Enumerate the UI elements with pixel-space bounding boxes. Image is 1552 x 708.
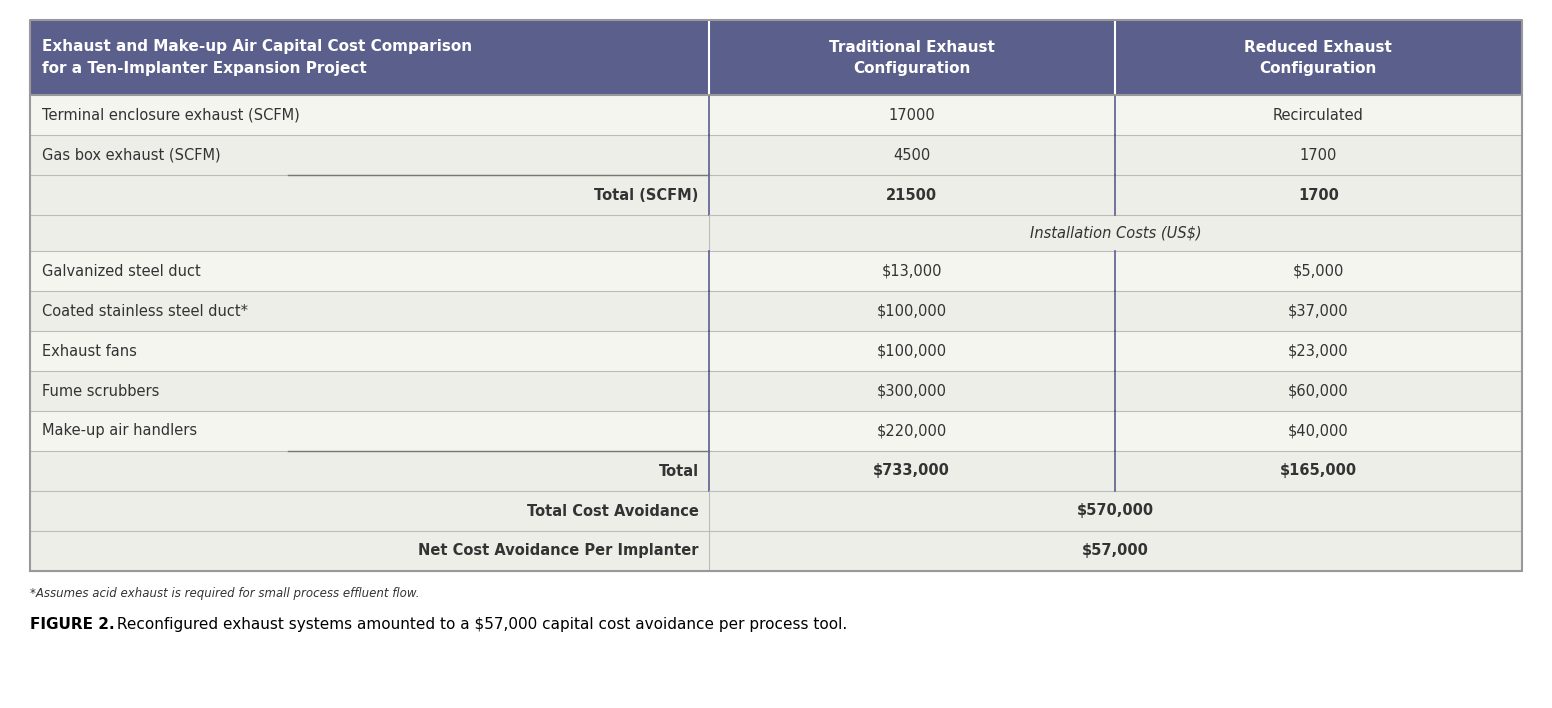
Text: $570,000: $570,000 [1077,503,1155,518]
Text: Fume scrubbers: Fume scrubbers [42,384,160,399]
Text: FIGURE 2.: FIGURE 2. [29,617,115,632]
Text: Make-up air handlers: Make-up air handlers [42,423,197,438]
Text: $23,000: $23,000 [1288,343,1349,358]
Bar [29,531,1523,571]
Bar [29,491,1523,531]
Text: $165,000: $165,000 [1280,464,1356,479]
Bar [29,291,1523,331]
Bar [29,215,1523,251]
Text: Terminal enclosure exhaust (SCFM): Terminal enclosure exhaust (SCFM) [42,108,300,122]
Text: $57,000: $57,000 [1082,544,1148,559]
Bar [29,371,1523,411]
Text: $60,000: $60,000 [1288,384,1349,399]
Text: Recirculated: Recirculated [1273,108,1364,122]
Text: $100,000: $100,000 [877,343,947,358]
Text: Reduced Exhaust
Configuration: Reduced Exhaust Configuration [1245,40,1392,76]
Text: $13,000: $13,000 [882,263,942,278]
Text: Total Cost Avoidance: Total Cost Avoidance [528,503,698,518]
Text: $5,000: $5,000 [1293,263,1344,278]
Text: 17000: 17000 [888,108,936,122]
Text: 4500: 4500 [892,147,930,163]
Text: Installation Costs (US$): Installation Costs (US$) [1029,226,1201,241]
Bar [29,20,1523,95]
Text: $300,000: $300,000 [877,384,947,399]
Text: 21500: 21500 [886,188,937,202]
Text: $100,000: $100,000 [877,304,947,319]
Text: Coated stainless steel duct*: Coated stainless steel duct* [42,304,248,319]
Text: $37,000: $37,000 [1288,304,1349,319]
Text: Net Cost Avoidance Per Implanter: Net Cost Avoidance Per Implanter [419,544,698,559]
Text: Reconfigured exhaust systems amounted to a $57,000 capital cost avoidance per pr: Reconfigured exhaust systems amounted to… [112,617,847,632]
Text: $40,000: $40,000 [1288,423,1349,438]
Bar [29,331,1523,371]
Bar [29,175,1523,215]
Text: Exhaust and Make-up Air Capital Cost Comparison
for a Ten-Implanter Expansion Pr: Exhaust and Make-up Air Capital Cost Com… [42,40,472,76]
Text: Galvanized steel duct: Galvanized steel duct [42,263,200,278]
Text: Traditional Exhaust
Configuration: Traditional Exhaust Configuration [829,40,995,76]
Bar [29,411,1523,451]
Text: $733,000: $733,000 [874,464,950,479]
Text: Total (SCFM): Total (SCFM) [594,188,698,202]
Text: *Assumes acid exhaust is required for small process effluent flow.: *Assumes acid exhaust is required for sm… [29,587,419,600]
Text: Total: Total [658,464,698,479]
Text: Gas box exhaust (SCFM): Gas box exhaust (SCFM) [42,147,220,163]
Bar [29,451,1523,491]
Bar [29,135,1523,175]
Text: $220,000: $220,000 [877,423,947,438]
Text: 1700: 1700 [1299,147,1336,163]
Text: Exhaust fans: Exhaust fans [42,343,137,358]
Bar [29,251,1523,291]
Bar [29,95,1523,135]
Text: 1700: 1700 [1297,188,1339,202]
